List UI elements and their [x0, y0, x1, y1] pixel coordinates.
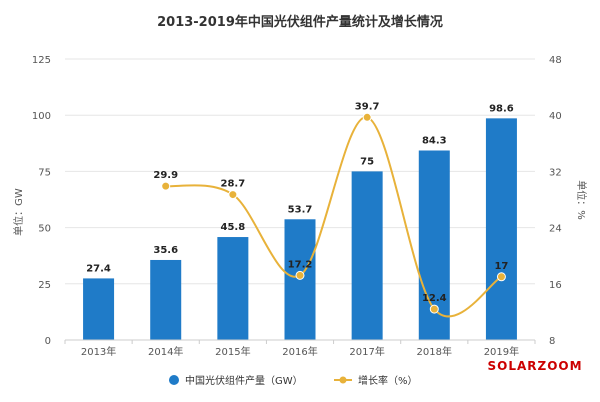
line-value-label: 17 [494, 261, 508, 272]
line-point [228, 190, 238, 200]
line-point [161, 181, 171, 191]
x-tick-label: 2019年 [484, 345, 519, 358]
x-axis-ticks: 2013年 2014年 2015年 2016年 2017年 2018年 2019年 [64, 340, 536, 358]
left-tick-label: 75 [38, 167, 51, 178]
right-tick-label: 40 [549, 111, 562, 122]
bar [150, 259, 182, 340]
x-tick-label: 2015年 [215, 345, 250, 358]
line-value-labels: 29.9 28.7 17.2 39.7 12.4 17 [153, 101, 508, 304]
legend-line-label: 增长率（%） [358, 374, 418, 387]
right-axis-ticks: 8 16 24 32 40 48 [549, 55, 562, 347]
x-tick-label: 2016年 [282, 345, 317, 358]
watermark-text: SOLARZOOM [487, 359, 582, 373]
chart-title: 2013-2019年中国光伏组件产量统计及增长情况 [157, 14, 443, 30]
bar-value-label: 75 [360, 156, 374, 167]
bar [351, 171, 383, 340]
right-tick-label: 8 [549, 336, 555, 347]
left-tick-label: 25 [38, 280, 51, 291]
legend-bar-marker [169, 375, 179, 385]
line-point [295, 270, 305, 280]
bar [485, 118, 517, 340]
line-series [165, 116, 502, 318]
line-point [362, 112, 372, 122]
legend: 中国光伏组件产量（GW） 增长率（%） [169, 374, 418, 387]
growth-rate-line [165, 116, 502, 318]
x-tick-label: 2014年 [148, 345, 183, 358]
bar-series [83, 118, 517, 340]
line-value-label: 39.7 [355, 101, 380, 112]
right-tick-label: 48 [549, 55, 562, 66]
left-tick-label: 50 [38, 224, 51, 235]
line-value-label: 29.9 [153, 170, 178, 181]
bar-value-labels: 27.4 35.6 45.8 53.7 75 84.3 98.6 [86, 103, 514, 274]
bar-value-label: 27.4 [86, 263, 111, 274]
line-points [161, 112, 506, 314]
legend-bar-label: 中国光伏组件产量（GW） [185, 374, 303, 387]
left-axis-label: 单位：GW [12, 188, 25, 236]
right-axis-label: 单位：% [575, 180, 588, 220]
bar-value-label: 84.3 [422, 135, 447, 146]
line-value-label: 28.7 [221, 179, 246, 190]
bar-value-label: 53.7 [288, 204, 313, 215]
grid-lines [65, 58, 535, 285]
bar-value-label: 35.6 [153, 245, 178, 256]
bar [83, 278, 115, 340]
right-tick-label: 16 [549, 280, 562, 291]
left-axis-ticks: 0 25 50 75 100 125 [32, 55, 51, 347]
x-tick-label: 2018年 [417, 345, 452, 358]
line-value-label: 17.2 [288, 259, 313, 270]
left-tick-label: 0 [45, 336, 51, 347]
right-tick-label: 24 [549, 224, 562, 235]
line-point [429, 304, 439, 314]
bar-value-label: 98.6 [489, 103, 514, 114]
left-tick-label: 100 [32, 111, 51, 122]
x-tick-label: 2013年 [81, 345, 116, 358]
right-tick-label: 32 [549, 167, 562, 178]
line-value-label: 12.4 [422, 293, 447, 304]
bar-value-label: 45.8 [221, 222, 246, 233]
left-tick-label: 125 [32, 55, 51, 66]
bar [217, 237, 249, 340]
line-point [496, 272, 506, 282]
legend-line-dot [339, 376, 347, 384]
x-tick-label: 2017年 [349, 345, 384, 358]
